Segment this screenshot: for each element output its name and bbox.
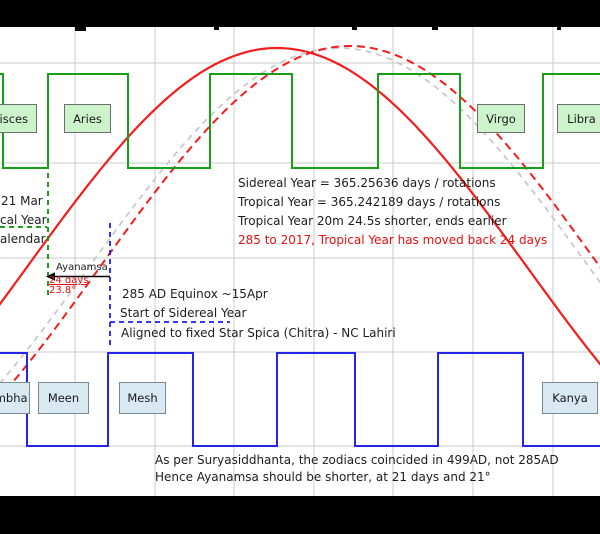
- zodiac-label-libra: Libra: [557, 104, 600, 133]
- zodiac-label-mesh: Mesh: [119, 382, 166, 414]
- clipped-title-mark: [214, 27, 219, 30]
- zodiac-label-text: Kumbha: [0, 391, 28, 405]
- suryasiddhanta-note-line: As per Suryasiddhanta, the zodiacs coinc…: [155, 453, 559, 467]
- left-annotation-fragment: alendar: [0, 232, 46, 246]
- equinox-annotation-line: Aligned to fixed Star Spica (Chitra) - N…: [121, 326, 396, 340]
- zodiac-label-pisces: Pisces: [0, 104, 37, 133]
- clipped-title-mark: [75, 27, 86, 31]
- ayanamsa-days-value: 24 days: [49, 275, 89, 286]
- zodiac-label-kumbha: Kumbha: [0, 382, 30, 414]
- bottom-black-bar: [0, 496, 600, 534]
- zodiac-label-meen: Meen: [38, 382, 89, 414]
- year-info-line: Tropical Year = 365.242189 days / rotati…: [238, 195, 501, 209]
- clipped-title-mark: [432, 27, 438, 30]
- year-info-line: Tropical Year 20m 24.5s shorter, ends ea…: [238, 214, 507, 228]
- equinox-annotation-line: Start of Sidereal Year: [120, 306, 247, 320]
- year-info-line: Sidereal Year = 365.25636 days / rotatio…: [238, 176, 496, 190]
- zodiac-label-text: Mesh: [127, 391, 158, 405]
- zodiac-label-text: Meen: [47, 391, 80, 405]
- left-annotation-fragment: 21 Mar: [1, 194, 43, 208]
- clipped-title-mark: [557, 27, 561, 30]
- zodiac-label-text: Aries: [73, 111, 102, 126]
- year-info-line-highlight: 285 to 2017, Tropical Year has moved bac…: [238, 233, 548, 247]
- zodiac-label-aries: Aries: [64, 104, 111, 133]
- clipped-title-mark: [352, 27, 357, 30]
- zodiac-label-kanya: Kanya: [542, 382, 598, 414]
- zodiac-label-text: Kanya: [552, 391, 588, 405]
- zodiac-label-virgo: Virgo: [477, 104, 525, 133]
- top-black-bar: [0, 0, 600, 27]
- zodiac-label-text: Libra: [567, 111, 596, 126]
- ayanamsa-label: Ayanamsa: [56, 262, 108, 273]
- left-annotation-fragment: cal Year: [0, 213, 47, 227]
- ayanamsa-degrees-value: 23.8°: [49, 285, 77, 296]
- equinox-annotation-line: 285 AD Equinox ~15Apr: [122, 287, 268, 301]
- zodiac-label-text: Virgo: [486, 111, 516, 126]
- suryasiddhanta-note-line: Hence Ayanamsa should be shorter, at 21 …: [155, 470, 491, 484]
- zodiac-label-text: Pisces: [0, 111, 29, 126]
